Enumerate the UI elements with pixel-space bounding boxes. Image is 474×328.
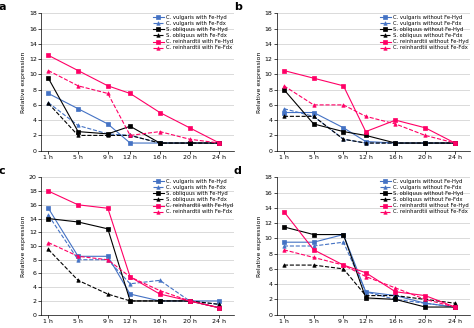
Text: c: c (0, 166, 5, 176)
Text: d: d (234, 166, 242, 176)
Y-axis label: Relative expression: Relative expression (21, 51, 26, 113)
Y-axis label: Relative expression: Relative expression (21, 215, 26, 277)
Y-axis label: Relative expression: Relative expression (257, 51, 262, 113)
Text: b: b (234, 2, 242, 12)
Text: a: a (0, 2, 6, 12)
Legend: C. vulgaris without Fe-Hyd, C. vulgaris without Fe-Fdx, S. obliquus without Fe-H: C. vulgaris without Fe-Hyd, C. vulgaris … (379, 15, 469, 51)
Legend: C. vulgaris with Fe-Hyd, C. vulgaris with Fe-Fdx, S. obliquus with Fe-Hyd, S. ob: C. vulgaris with Fe-Hyd, C. vulgaris wit… (152, 179, 234, 215)
Legend: C. vulgaris without Fe-Hyd, C. vulgaris without Fe-Fdx, S. obliquus without Fe-H: C. vulgaris without Fe-Hyd, C. vulgaris … (379, 179, 469, 215)
Legend: C. vulgaris with Fe-Hyd, C. vulgaris with Fe-Fdx, S. obliquus with Fe-Hyd, S. ob: C. vulgaris with Fe-Hyd, C. vulgaris wit… (152, 15, 234, 51)
Y-axis label: Relative expression: Relative expression (257, 215, 262, 277)
